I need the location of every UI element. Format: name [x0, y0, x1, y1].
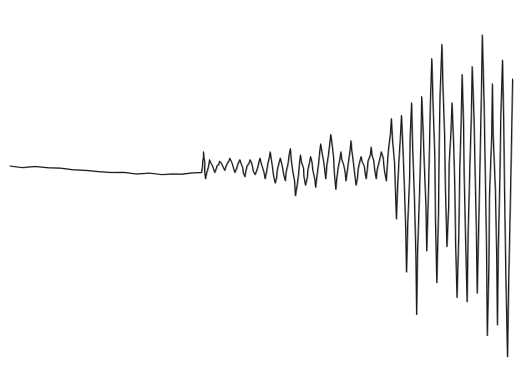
trace-line-shadow-0 — [10, 35, 514, 358]
trace-line-0 — [9, 34, 514, 358]
trace-marks — [9, 34, 514, 358]
